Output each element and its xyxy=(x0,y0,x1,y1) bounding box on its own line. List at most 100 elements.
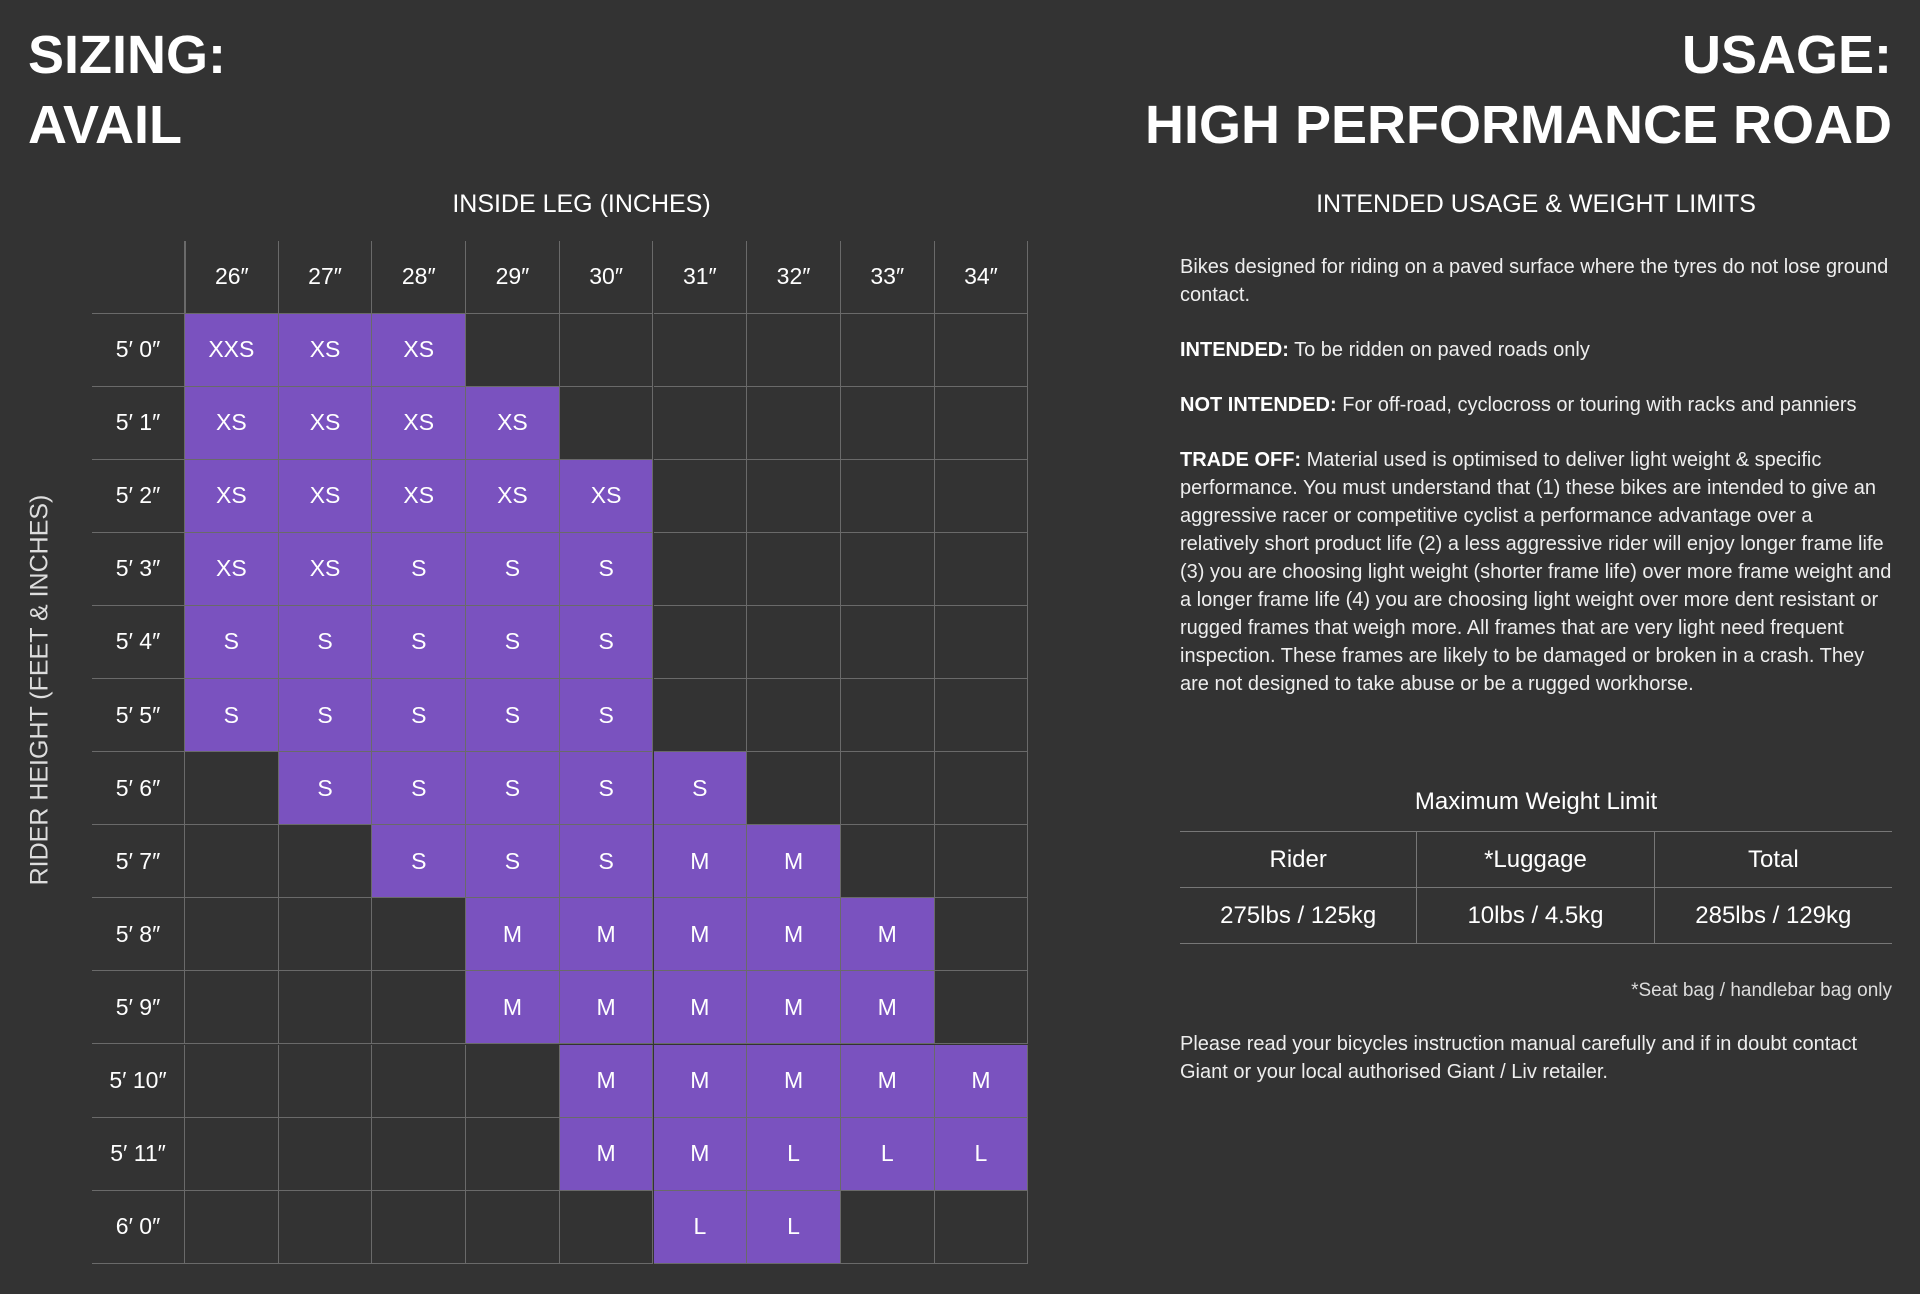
size-cell: S xyxy=(466,605,560,679)
empty-cell xyxy=(278,1190,373,1264)
weight-value: 275lbs / 125kg xyxy=(1180,888,1418,944)
size-cell: S xyxy=(372,679,467,753)
empty-cell xyxy=(185,971,279,1045)
weight-header: Rider xyxy=(1180,832,1418,888)
paragraph-lead: INTENDED: xyxy=(1180,339,1289,361)
empty-cell xyxy=(934,1190,1029,1264)
size-cell: XS xyxy=(372,459,467,533)
column-header: 31″ xyxy=(653,241,748,314)
y-title: RIDER HEIGHT (FEET & INCHES) xyxy=(25,494,54,886)
size-cell: XS xyxy=(466,459,560,533)
empty-cell xyxy=(466,1117,560,1191)
paragraph-text: Material used is optimised to deliver li… xyxy=(1180,449,1892,695)
empty-cell xyxy=(840,752,935,826)
empty-cell xyxy=(559,313,654,387)
row-header: 5′ 5″ xyxy=(92,679,185,753)
column-header: 27″ xyxy=(278,241,373,314)
empty-cell xyxy=(653,459,748,533)
size-cell: M xyxy=(747,825,841,899)
size-cell: M xyxy=(747,971,841,1045)
paragraph-text: For off-road, cyclocross or touring with… xyxy=(1336,394,1857,416)
column-header: 34″ xyxy=(934,241,1029,314)
size-cell: XS xyxy=(278,532,373,606)
empty-cell xyxy=(747,313,841,387)
footnote: *Seat bag / handlebar bag only xyxy=(1631,980,1892,1001)
size-cell: S xyxy=(466,825,560,899)
size-cell: M xyxy=(653,825,748,899)
sizing-label: SIZING: xyxy=(28,25,226,85)
size-cell: S xyxy=(372,752,467,826)
paragraph: TRADE OFF: Material used is optimised to… xyxy=(1180,446,1892,698)
sizing-name: AVAIL xyxy=(28,95,182,155)
x-title: INSIDE LEG (INCHES) xyxy=(452,190,711,218)
size-cell: XS xyxy=(466,386,560,460)
size-cell: L xyxy=(747,1117,841,1191)
weight-value: 285lbs / 129kg xyxy=(1654,888,1892,944)
size-cell: M xyxy=(653,1117,748,1191)
empty-cell xyxy=(934,386,1029,460)
empty-cell xyxy=(466,313,560,387)
empty-cell xyxy=(934,605,1029,679)
paragraph-lead: TRADE OFF: xyxy=(1180,449,1302,471)
empty-cell xyxy=(466,1044,560,1118)
column-header: 28″ xyxy=(372,241,467,314)
size-cell: M xyxy=(653,898,748,972)
empty-cell xyxy=(747,532,841,606)
empty-cell xyxy=(372,1190,467,1264)
paragraph: NOT INTENDED: For off-road, cyclocross o… xyxy=(1180,391,1892,419)
empty-cell xyxy=(185,825,279,899)
size-cell: S xyxy=(466,752,560,826)
size-cell: S xyxy=(278,752,373,826)
row-header: 5′ 11″ xyxy=(92,1117,185,1191)
empty-cell xyxy=(185,898,279,972)
size-cell: L xyxy=(840,1117,935,1191)
empty-cell xyxy=(840,386,935,460)
empty-cell xyxy=(840,679,935,753)
closing: Please read your bicycles instruction ma… xyxy=(1180,1033,1858,1083)
paragraph-text: Bikes designed for riding on a paved sur… xyxy=(1180,256,1889,306)
weight-title: Maximum Weight Limit xyxy=(1414,788,1658,815)
size-cell: M xyxy=(747,898,841,972)
empty-cell xyxy=(278,825,373,899)
empty-cell xyxy=(747,459,841,533)
corner xyxy=(92,241,185,314)
size-cell: S xyxy=(466,679,560,753)
empty-cell xyxy=(278,1044,373,1118)
size-cell: S xyxy=(653,752,748,826)
row-header: 5′ 8″ xyxy=(92,898,185,972)
size-cell: L xyxy=(747,1190,841,1264)
empty-cell xyxy=(840,1190,935,1264)
size-cell: M xyxy=(934,1044,1029,1118)
size-cell: M xyxy=(466,971,560,1045)
empty-cell xyxy=(185,1190,279,1264)
empty-cell xyxy=(840,459,935,533)
row-header: 5′ 2″ xyxy=(92,459,185,533)
row-header: 5′ 3″ xyxy=(92,532,185,606)
size-cell: M xyxy=(653,1044,748,1118)
empty-cell xyxy=(840,313,935,387)
empty-cell xyxy=(278,1117,373,1191)
paragraph-lead: NOT INTENDED: xyxy=(1180,394,1337,416)
row-header: 5′ 9″ xyxy=(92,971,185,1045)
size-cell: S xyxy=(466,532,560,606)
usage-label: USAGE: xyxy=(1681,25,1892,85)
size-cell: XS xyxy=(372,386,467,460)
size-cell: XS xyxy=(278,459,373,533)
row-header: 5′ 0″ xyxy=(92,313,185,387)
size-cell: XS xyxy=(372,313,467,387)
size-cell: S xyxy=(559,532,654,606)
size-cell: S xyxy=(278,679,373,753)
size-cell: XS xyxy=(185,532,279,606)
empty-cell xyxy=(840,825,935,899)
size-cell: M xyxy=(840,898,935,972)
usage-text: Bikes designed for riding on a paved sur… xyxy=(1180,253,1892,725)
size-cell: M xyxy=(559,1117,654,1191)
size-cell: M xyxy=(559,1044,654,1118)
empty-cell xyxy=(653,605,748,679)
column-header: 33″ xyxy=(840,241,935,314)
empty-cell xyxy=(372,1117,467,1191)
empty-cell xyxy=(934,679,1029,753)
size-cell: L xyxy=(653,1190,748,1264)
size-cell: S xyxy=(185,679,279,753)
size-cell: M xyxy=(559,898,654,972)
